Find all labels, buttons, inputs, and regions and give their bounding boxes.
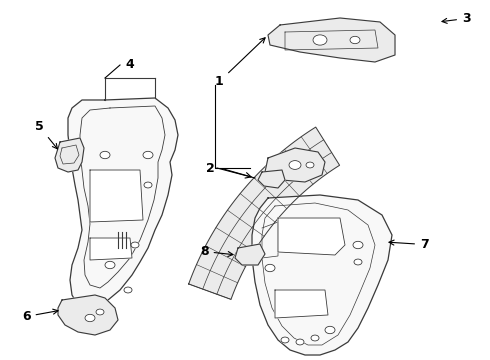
Text: 3: 3 [442,12,470,25]
Circle shape [289,161,301,170]
Text: 8: 8 [200,245,233,258]
Circle shape [124,287,132,293]
Circle shape [105,261,115,269]
Polygon shape [235,244,265,265]
Text: 4: 4 [125,58,134,72]
Circle shape [131,242,139,248]
Polygon shape [278,218,345,255]
Circle shape [296,339,304,345]
Circle shape [143,151,153,159]
Circle shape [313,35,327,45]
Text: 2: 2 [0,359,1,360]
Polygon shape [265,148,325,182]
Polygon shape [268,18,395,62]
Polygon shape [258,170,285,188]
Circle shape [306,162,314,168]
Circle shape [85,314,95,322]
Text: 2: 2 [206,162,215,175]
Text: 1: 1 [215,38,265,88]
Circle shape [281,337,289,343]
Circle shape [311,335,319,341]
Polygon shape [189,127,340,300]
Circle shape [325,326,335,334]
Circle shape [353,241,363,249]
Text: 7: 7 [389,238,429,251]
Circle shape [144,182,152,188]
Text: 5: 5 [35,120,57,149]
Polygon shape [55,138,84,172]
Circle shape [354,259,362,265]
Polygon shape [252,195,392,355]
Text: 6: 6 [22,309,58,323]
Polygon shape [90,170,143,222]
Polygon shape [90,238,132,260]
Polygon shape [275,290,328,318]
Circle shape [96,309,104,315]
Circle shape [100,151,110,159]
Circle shape [265,264,275,272]
Polygon shape [58,295,118,335]
Circle shape [350,36,360,44]
Polygon shape [68,98,178,310]
